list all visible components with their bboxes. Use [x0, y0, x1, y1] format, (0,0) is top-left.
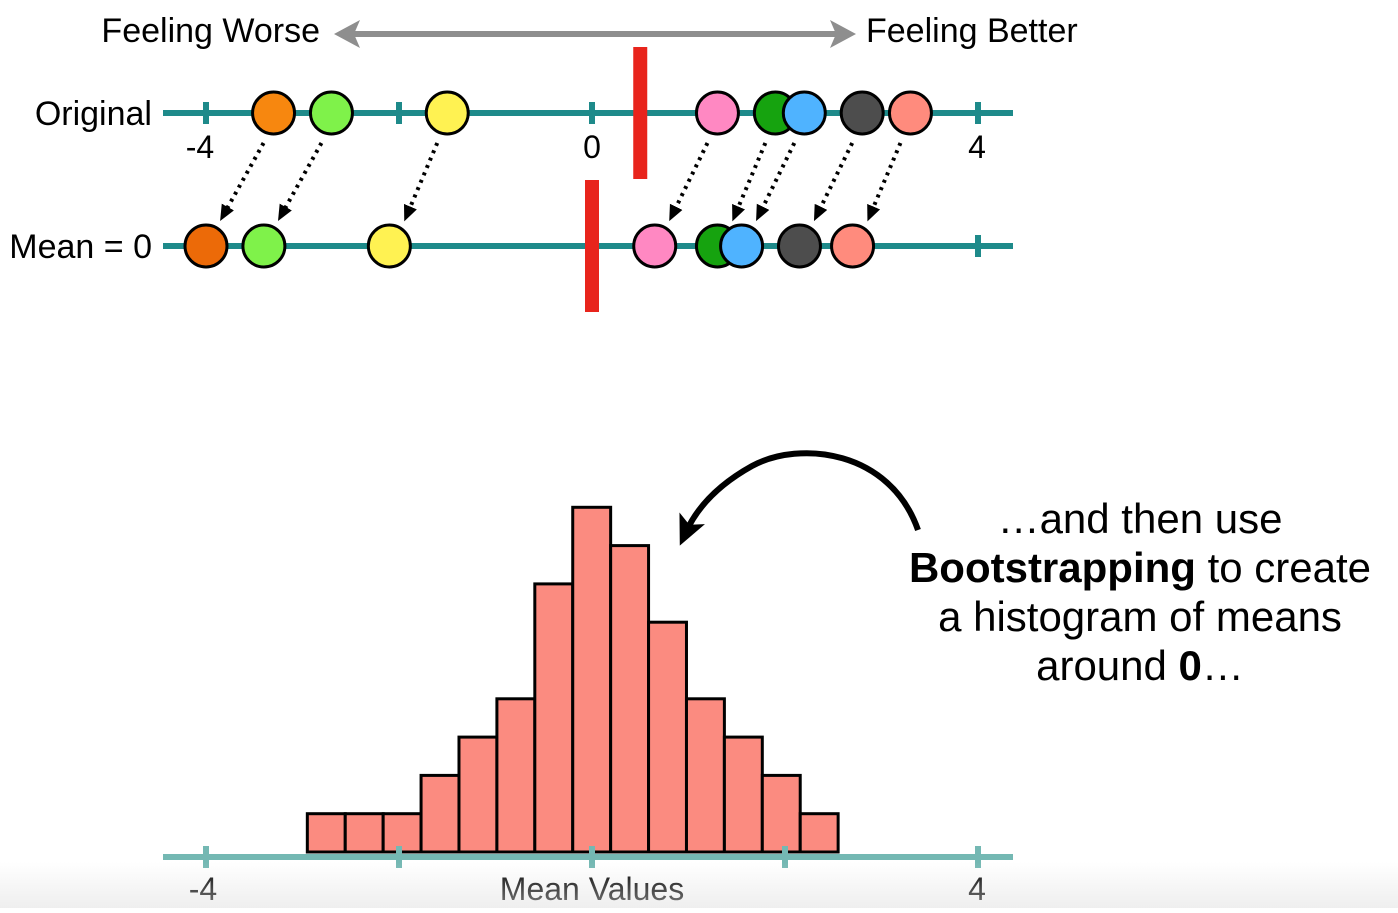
caption-line-2-rest: to create: [1195, 544, 1372, 591]
caption-line-2: Bootstrapping to create: [880, 543, 1398, 592]
feeling-better-label: Feeling Better: [866, 12, 1078, 50]
shift-arrows: [220, 142, 903, 222]
histogram-bar: [381, 812, 423, 854]
caption-line-3: a histogram of means: [938, 593, 1342, 640]
caption-zero: 0: [1178, 642, 1202, 689]
tick-label-0: 0: [583, 129, 601, 165]
shift-arrow: [756, 142, 797, 222]
histogram-bars: [305, 505, 840, 854]
histogram-bar: [343, 812, 385, 854]
data-point: [839, 90, 885, 136]
histogram-bar: [798, 812, 840, 854]
histogram-bar: [647, 620, 688, 854]
data-point: [830, 223, 876, 269]
histogram-bar: [684, 697, 726, 854]
data-point: [781, 90, 827, 136]
data-point: [251, 90, 297, 136]
histogram-bar: [495, 697, 537, 854]
arrow-left-head-icon: [334, 20, 360, 48]
data-point: [887, 90, 933, 136]
original-points: [251, 90, 933, 136]
shift-arrow: [669, 142, 710, 222]
data-point: [632, 223, 678, 269]
shift-arrow: [404, 142, 440, 222]
hist-tick-label-neg4: -4: [189, 871, 217, 907]
shift-arrow: [813, 142, 854, 222]
caption-line-4-start: around: [1036, 642, 1179, 689]
shifted-row-label: Mean = 0: [9, 228, 152, 266]
data-point: [776, 223, 822, 269]
histogram-bar: [305, 812, 347, 854]
shift-arrow: [278, 142, 324, 221]
data-point: [694, 90, 740, 136]
data-point: [424, 90, 470, 136]
histogram-bar: [533, 582, 575, 854]
tick-label-4: 4: [968, 129, 986, 165]
data-point: [183, 223, 229, 269]
caption-line-4: around 0…: [880, 641, 1398, 690]
shift-arrow: [867, 142, 903, 222]
curved-arrow-icon: [679, 450, 921, 546]
caption-text: …and then use Bootstrapping to create a …: [880, 494, 1398, 690]
hist-tick-label-4: 4: [968, 871, 986, 907]
histogram-bar: [722, 735, 764, 854]
histogram-bar: [419, 773, 461, 854]
caption-line-1: …and then use: [997, 495, 1283, 542]
tick-label-neg4: -4: [186, 129, 214, 165]
caption-bootstrapping: Bootstrapping: [908, 544, 1196, 591]
data-point: [366, 223, 412, 269]
feeling-worse-label: Feeling Worse: [101, 12, 320, 50]
data-point: [719, 223, 765, 269]
histogram-x-axis-title: Mean Values: [500, 871, 684, 907]
histogram-bar: [571, 505, 613, 854]
original-row-label: Original: [35, 95, 152, 133]
histogram-bar: [457, 735, 499, 854]
shifted-points: [183, 223, 876, 269]
data-point: [308, 90, 354, 136]
histogram-bar: [609, 544, 651, 854]
caption-line-4-end: …: [1201, 642, 1244, 689]
data-point: [241, 223, 287, 269]
shift-arrow: [220, 142, 266, 221]
arrow-right-head-icon: [830, 20, 856, 48]
histogram-bar: [760, 773, 802, 854]
shift-arrow: [732, 142, 768, 222]
